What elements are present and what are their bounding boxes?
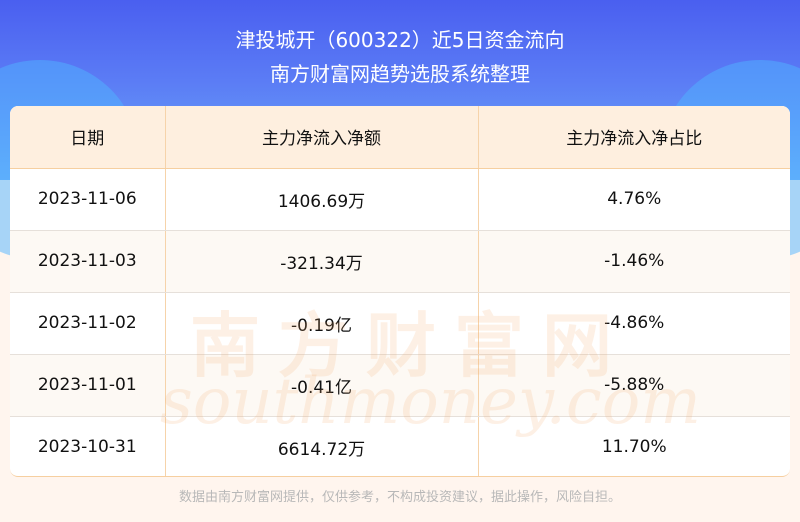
fund-flow-table: 日期 主力净流入净额 主力净流入净占比 2023-11-06 1406.69万 4.…	[10, 106, 790, 476]
page-subtitle: 南方财富网趋势选股系统整理	[270, 62, 530, 86]
disclaimer-footer: 数据由南方财富网提供，仅供参考，不构成投资建议，据此操作，风险自担。	[178, 490, 621, 505]
table-row: 2023-10-31 6614.72万 11.70%	[10, 416, 790, 476]
table-row: 2023-11-01 -0.41亿 -5.88%	[10, 354, 790, 417]
date-cell: 2023-11-06	[10, 168, 166, 231]
date-cell: 2023-10-31	[10, 416, 166, 476]
column-header-date: 日期	[10, 106, 166, 169]
table-row: 2023-11-03 -321.34万 -1.46%	[10, 230, 790, 293]
fund-flow-table-card: 日期 主力净流入净额 主力净流入净占比 2023-11-06 1406.69万 4.…	[10, 106, 790, 477]
net-ratio-cell: -1.46%	[478, 230, 790, 293]
table-header-row: 日期 主力净流入净额 主力净流入净占比	[10, 106, 790, 169]
net-amount-cell: -321.34万	[165, 230, 479, 293]
date-cell: 2023-11-01	[10, 354, 166, 417]
date-cell: 2023-11-03	[10, 230, 166, 293]
table-row: 2023-11-06 1406.69万 4.76%	[10, 168, 790, 231]
table-row: 2023-11-02 -0.19亿 -4.86%	[10, 292, 790, 355]
column-header-net-ratio: 主力净流入净占比	[478, 106, 790, 169]
net-ratio-cell: -4.86%	[478, 292, 790, 355]
net-amount-cell: -0.41亿	[165, 354, 479, 417]
net-ratio-cell: -5.88%	[478, 354, 790, 417]
net-amount-cell: 6614.72万	[165, 416, 479, 476]
net-amount-cell: -0.19亿	[165, 292, 479, 355]
date-cell: 2023-11-02	[10, 292, 166, 355]
net-ratio-cell: 4.76%	[478, 168, 790, 231]
column-header-net-amount: 主力净流入净额	[165, 106, 479, 169]
net-ratio-cell: 11.70%	[478, 416, 790, 476]
page-title: 津投城开（600322）近5日资金流向	[235, 28, 565, 52]
net-amount-cell: 1406.69万	[165, 168, 479, 231]
